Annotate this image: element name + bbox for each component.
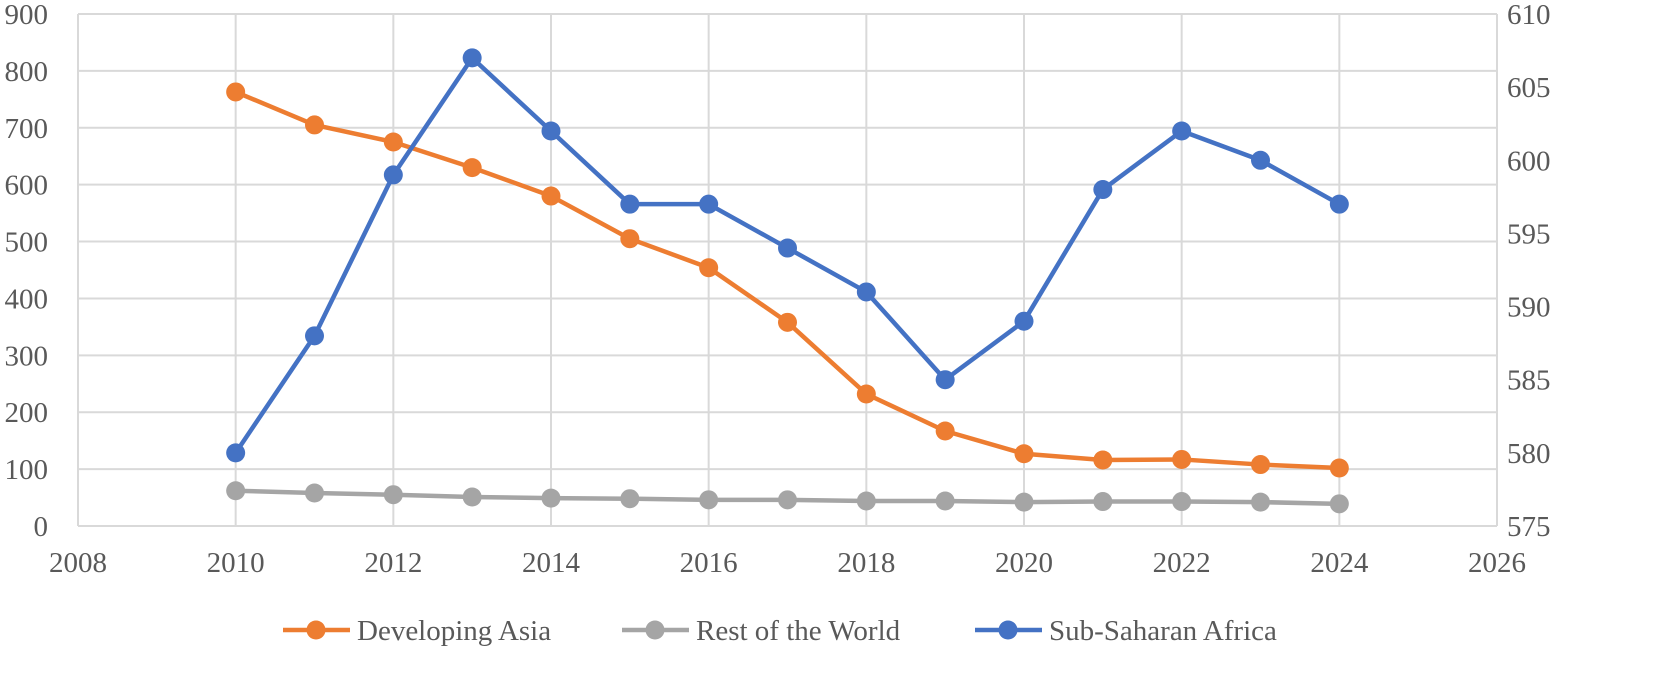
data-point-developing-asia <box>462 158 482 178</box>
data-point-developing-asia <box>620 229 640 249</box>
x-tick-label: 2020 <box>995 547 1053 579</box>
y-right-tick-label: 610 <box>1507 0 1551 31</box>
data-point-rest-of-the-world <box>778 490 797 510</box>
data-point-rest-of-the-world <box>1251 492 1270 512</box>
series-group <box>226 48 1349 514</box>
x-tick-label: 2024 <box>1310 547 1369 579</box>
x-tick-label: 2022 <box>1153 547 1211 579</box>
x-axis-ticks: 2008 2010 2012 2014 2016 2018 2020 2022 2024 2026 <box>49 547 1526 579</box>
y-right-tick-label: 600 <box>1507 145 1551 177</box>
y-axis-left-ticks: 0 100 200 300 400 500 600 700 800 900 <box>5 0 49 543</box>
y-axis-right-ticks: 575 580 585 590 595 600 605 610 <box>1507 0 1551 543</box>
data-point-rest-of-the-world <box>856 491 876 511</box>
y-right-tick-label: 585 <box>1507 365 1551 397</box>
data-point-sub-saharan-africa <box>856 282 876 302</box>
data-point-developing-asia <box>383 132 403 152</box>
data-point-developing-asia <box>1172 449 1192 469</box>
data-point-developing-asia <box>699 258 719 278</box>
data-point-rest-of-the-world <box>1172 492 1192 512</box>
x-tick-label: 2012 <box>364 547 422 579</box>
data-point-sub-saharan-africa <box>935 370 955 390</box>
data-point-rest-of-the-world <box>1014 492 1034 512</box>
data-point-developing-asia <box>541 186 561 206</box>
data-point-rest-of-the-world <box>541 488 561 508</box>
legend-marker-developing-asia <box>306 620 326 640</box>
legend-label-developing-asia: Developing Asia <box>357 615 551 647</box>
y-right-tick-label: 575 <box>1507 511 1551 543</box>
y-left-tick-label: 200 <box>5 397 49 429</box>
data-point-rest-of-the-world <box>226 481 246 501</box>
data-point-sub-saharan-africa <box>1172 121 1192 141</box>
data-point-sub-saharan-africa <box>699 194 719 214</box>
data-point-developing-asia <box>1251 455 1270 475</box>
data-point-rest-of-the-world <box>620 489 640 509</box>
data-point-sub-saharan-africa <box>1329 194 1349 214</box>
axes <box>77 14 1498 527</box>
data-point-rest-of-the-world <box>383 485 403 505</box>
data-point-developing-asia <box>935 421 955 441</box>
data-point-rest-of-the-world <box>699 490 719 510</box>
legend-marker-rest-of-the-world <box>645 620 665 640</box>
data-point-sub-saharan-africa <box>778 238 797 258</box>
data-point-sub-saharan-africa <box>620 194 640 214</box>
legend-label-rest-of-the-world: Rest of the World <box>696 615 901 647</box>
y-left-tick-label: 700 <box>5 113 49 145</box>
data-point-developing-asia <box>856 384 876 404</box>
legend-label-sub-saharan-africa: Sub-Saharan Africa <box>1049 615 1277 647</box>
x-tick-label: 2010 <box>207 547 265 579</box>
data-point-rest-of-the-world <box>1329 494 1349 514</box>
gridlines <box>78 13 1497 526</box>
y-left-tick-label: 600 <box>5 170 49 202</box>
data-point-developing-asia <box>305 115 324 135</box>
y-left-tick-label: 0 <box>34 511 49 543</box>
data-point-rest-of-the-world <box>305 483 324 503</box>
data-point-sub-saharan-africa <box>462 48 482 68</box>
y-left-tick-label: 900 <box>5 0 49 31</box>
data-point-developing-asia <box>1014 444 1034 464</box>
x-tick-label: 2018 <box>837 547 895 579</box>
y-left-tick-label: 500 <box>5 227 49 259</box>
y-right-tick-label: 590 <box>1507 292 1551 324</box>
y-right-tick-label: 605 <box>1507 72 1551 104</box>
data-point-rest-of-the-world <box>935 491 955 511</box>
y-left-tick-label: 400 <box>5 283 49 315</box>
x-tick-label: 2016 <box>680 547 738 579</box>
data-point-developing-asia <box>778 312 797 332</box>
data-point-sub-saharan-africa <box>541 121 561 141</box>
data-point-sub-saharan-africa <box>226 443 246 463</box>
x-tick-label: 2008 <box>49 547 107 579</box>
y-right-tick-label: 595 <box>1507 218 1551 250</box>
data-point-sub-saharan-africa <box>1251 150 1270 170</box>
legend-marker-sub-saharan-africa <box>998 620 1018 640</box>
x-tick-label: 2026 <box>1468 547 1526 579</box>
y-left-tick-label: 300 <box>5 340 49 372</box>
data-point-developing-asia <box>1329 458 1349 478</box>
y-left-tick-label: 100 <box>5 454 49 486</box>
x-tick-label: 2014 <box>522 547 581 579</box>
y-right-tick-label: 580 <box>1507 438 1551 470</box>
data-point-sub-saharan-africa <box>1014 311 1034 331</box>
data-point-rest-of-the-world <box>462 487 482 507</box>
y-left-tick-label: 800 <box>5 56 49 88</box>
data-point-sub-saharan-africa <box>1093 180 1113 200</box>
legend: Developing Asia Rest of the World Sub-Saha… <box>283 615 1277 647</box>
data-point-sub-saharan-africa <box>305 326 324 346</box>
data-point-developing-asia <box>226 82 246 102</box>
data-point-developing-asia <box>1093 450 1113 470</box>
data-point-sub-saharan-africa <box>383 165 403 185</box>
data-point-rest-of-the-world <box>1093 492 1113 512</box>
